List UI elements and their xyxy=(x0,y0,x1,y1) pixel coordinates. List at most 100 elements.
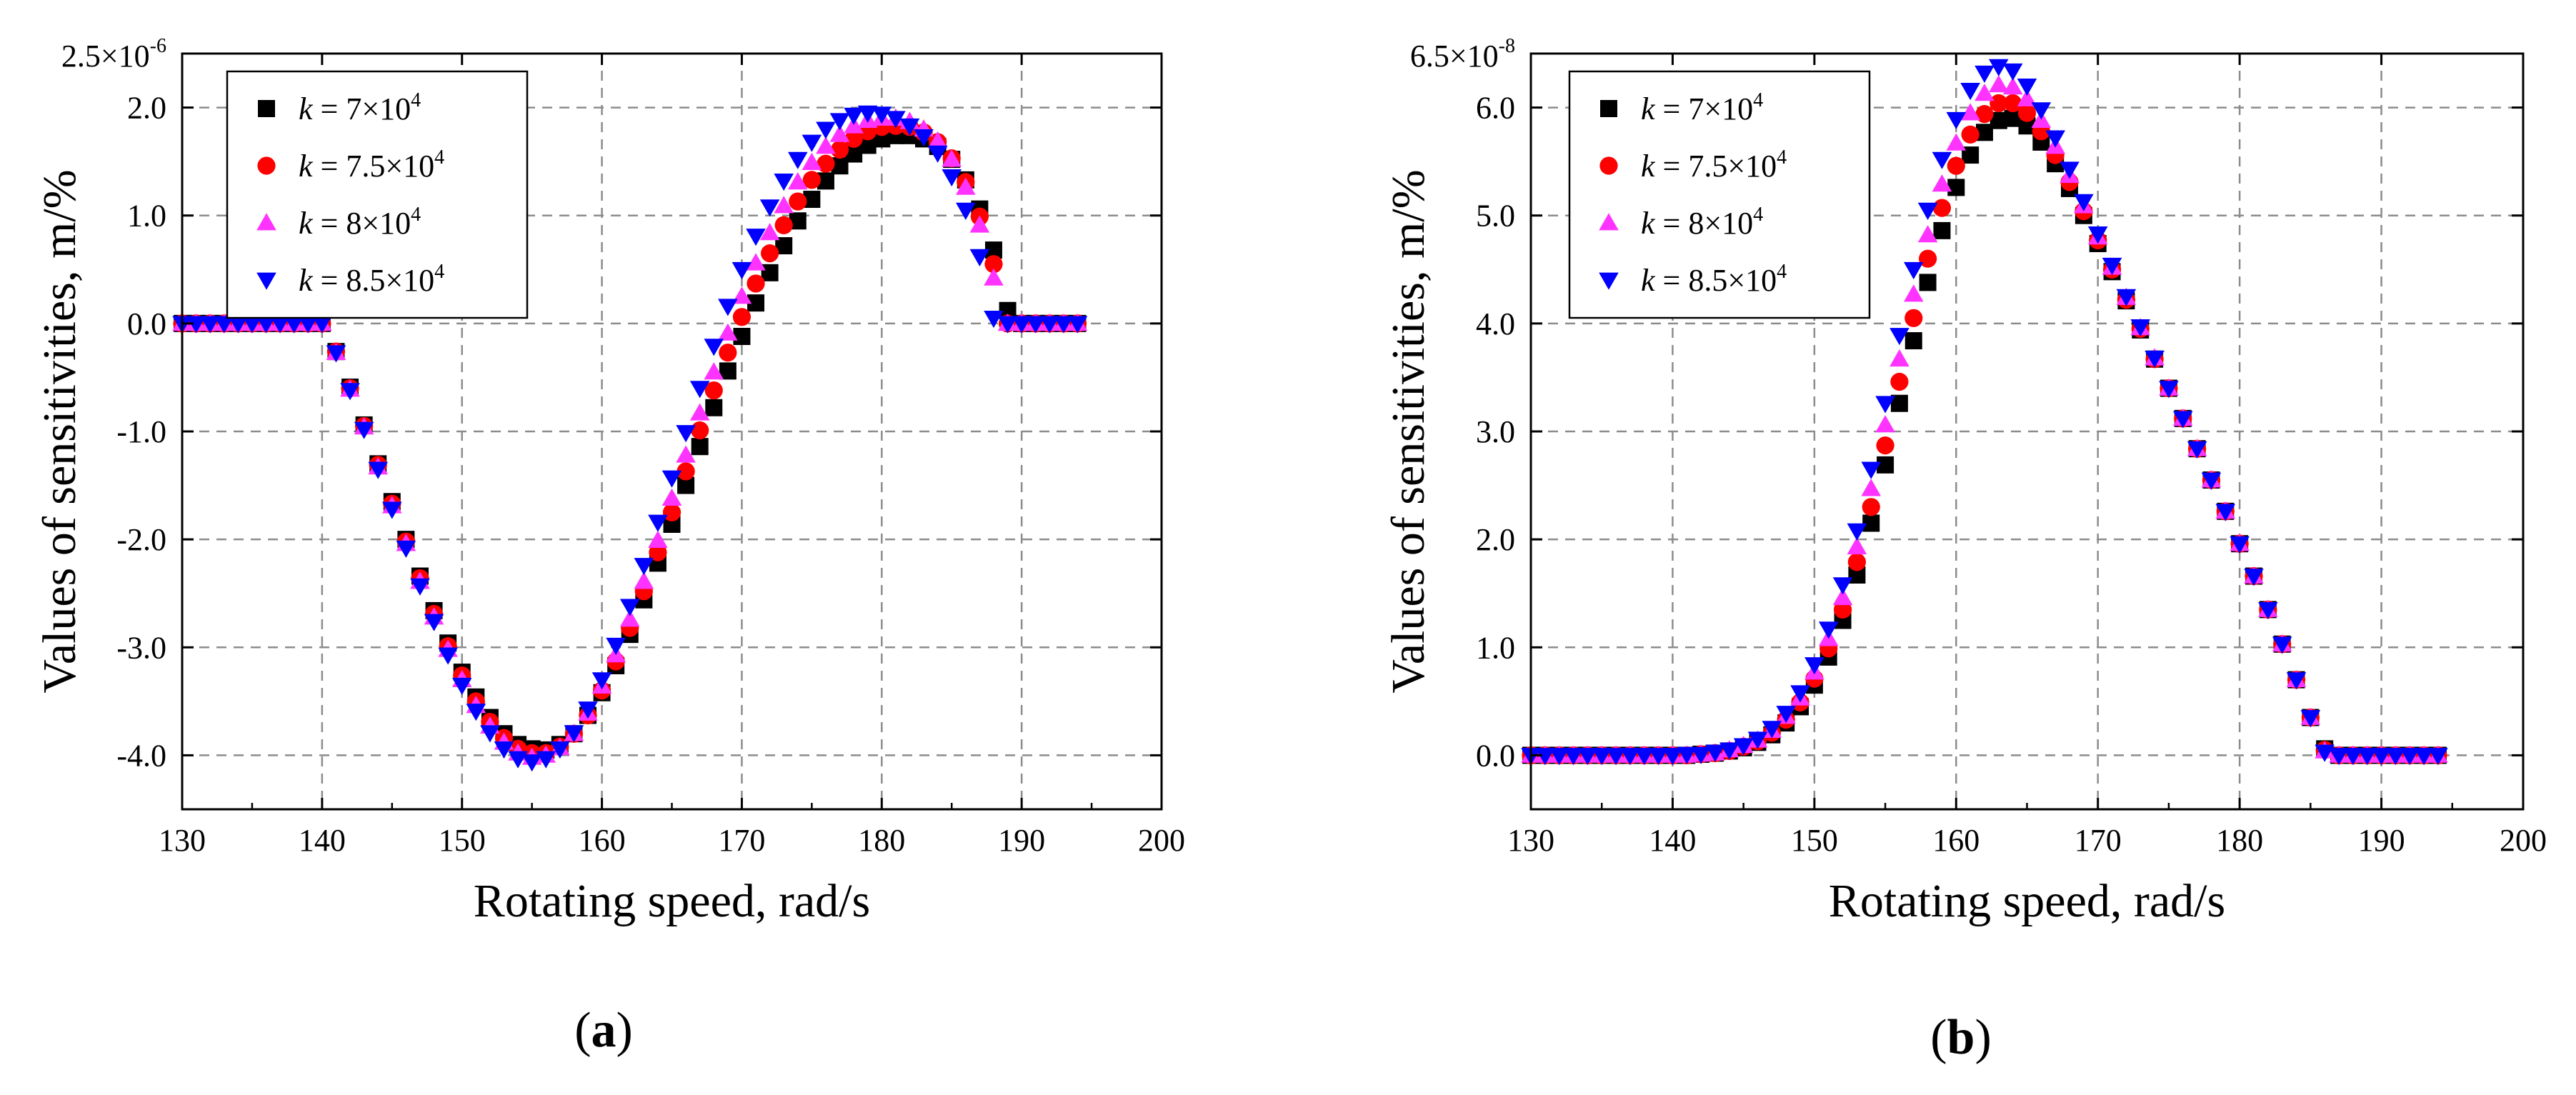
data-point xyxy=(1039,316,1060,334)
data-point xyxy=(1975,105,1994,124)
legend-label: k = 7.5×104 xyxy=(299,146,444,184)
data-point xyxy=(1877,456,1894,474)
data-point xyxy=(381,501,402,519)
data-point xyxy=(732,308,752,326)
data-point xyxy=(2002,77,2023,95)
data-point xyxy=(1989,59,2009,76)
data-point xyxy=(536,751,556,769)
caption-open: ( xyxy=(1930,1010,1947,1065)
data-point xyxy=(829,124,850,142)
data-point xyxy=(451,677,472,695)
data-point xyxy=(2385,748,2406,766)
data-point xyxy=(691,421,709,440)
data-point xyxy=(242,316,262,334)
legend-label: k = 7×104 xyxy=(299,89,421,126)
y-top-label: 2.5×10-6 xyxy=(61,35,166,74)
data-point xyxy=(1960,83,1980,101)
data-point xyxy=(619,599,640,616)
data-point xyxy=(1961,125,1980,144)
legend-value: = 8.5×10 xyxy=(313,263,435,298)
data-point xyxy=(2300,710,2321,728)
data-point xyxy=(927,131,948,149)
data-point xyxy=(2074,194,2094,211)
panel-b: 130 140 150 160 170 180 190 200 0.0 1.0 2.0 3.0 4.0 5… xyxy=(1382,35,2547,1065)
data-point xyxy=(1606,748,1626,766)
data-point xyxy=(1662,748,1683,766)
y-tick-label: 2.0 xyxy=(127,91,166,126)
x-tick-label: 190 xyxy=(998,823,1045,858)
x-tick-label: 150 xyxy=(439,823,486,858)
data-point xyxy=(578,701,598,719)
data-point xyxy=(689,381,710,399)
data-point xyxy=(1960,103,1980,121)
data-point xyxy=(606,637,626,656)
data-point xyxy=(802,134,822,152)
legend-marker xyxy=(1599,213,1619,231)
data-point xyxy=(1563,748,1584,766)
data-point xyxy=(466,704,486,721)
x-tick-label: 190 xyxy=(2358,823,2405,858)
data-point xyxy=(1549,748,1569,766)
data-point xyxy=(1634,748,1654,766)
data-point xyxy=(2315,744,2335,762)
data-point xyxy=(662,470,682,488)
data-point xyxy=(1889,349,1909,367)
y-tick-label: 0.0 xyxy=(1476,738,1515,773)
legend-value: = 7.5×10 xyxy=(313,149,435,184)
data-point xyxy=(1903,284,1924,302)
data-point xyxy=(1577,748,1598,766)
data-point xyxy=(1719,742,1739,760)
data-point xyxy=(704,339,724,356)
data-point xyxy=(984,255,1003,274)
data-point xyxy=(942,149,962,167)
legend-exponent: 4 xyxy=(1777,261,1787,283)
x-tick-label: 150 xyxy=(1791,823,1838,858)
data-point xyxy=(787,151,808,169)
data-point xyxy=(619,609,640,627)
data-point xyxy=(438,647,458,665)
legend-k: k xyxy=(1641,263,1656,298)
data-point xyxy=(942,169,962,187)
y-axis-label: Values of sensitivities, m/% xyxy=(1382,169,1434,693)
legend-exponent: 4 xyxy=(1753,204,1763,226)
legend-marker xyxy=(1600,100,1617,117)
x-tick-label: 200 xyxy=(1138,823,1185,858)
data-point xyxy=(1818,621,1839,639)
legend-exponent: 4 xyxy=(1777,146,1787,169)
y-tick-label: 6.0 xyxy=(1476,91,1515,126)
data-point xyxy=(1832,587,1853,606)
legend-k: k xyxy=(299,206,314,241)
legend-exponent: 4 xyxy=(411,204,421,226)
data-point xyxy=(2357,748,2377,766)
data-point xyxy=(648,530,668,549)
x-tick-label: 170 xyxy=(718,823,765,858)
data-point xyxy=(326,345,346,363)
legend-value: = 8.5×10 xyxy=(1655,263,1777,298)
legend-marker xyxy=(1599,272,1619,290)
data-point xyxy=(691,438,709,456)
data-point xyxy=(969,249,990,266)
data-point xyxy=(2102,257,2122,276)
data-point xyxy=(2187,441,2207,459)
caption-open: ( xyxy=(574,1003,591,1058)
data-point xyxy=(1947,156,1965,175)
data-point xyxy=(256,316,276,334)
data-point xyxy=(1975,84,1995,101)
legend-value: = 8×10 xyxy=(1655,206,1754,241)
legend-k: k xyxy=(1641,149,1656,184)
data-point xyxy=(2215,504,2236,521)
data-point xyxy=(2087,226,2108,244)
x-tick-label: 180 xyxy=(858,823,905,858)
data-point xyxy=(886,111,906,129)
data-point xyxy=(1903,261,1924,280)
data-point xyxy=(228,316,249,334)
data-point xyxy=(312,316,332,334)
legend-marker xyxy=(256,272,276,290)
data-point xyxy=(1989,75,2009,93)
series-4 xyxy=(1521,59,2448,766)
y-tick-label: 1.0 xyxy=(127,199,166,234)
legend-exponent: 4 xyxy=(434,261,444,283)
data-point xyxy=(956,177,976,195)
data-point xyxy=(899,118,920,136)
